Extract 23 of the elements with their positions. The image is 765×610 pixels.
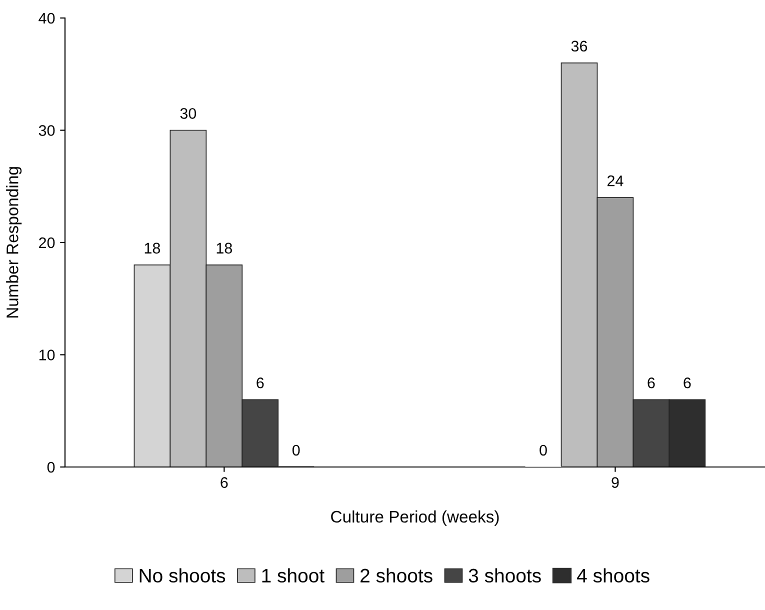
data-label: 18	[216, 242, 232, 254]
data-label: 24	[607, 175, 624, 186]
data-label: 6	[256, 377, 264, 388]
legend-label: 1 shoot	[262, 568, 324, 583]
y-tick-label: 30	[38, 125, 55, 136]
data-label: 0	[540, 444, 547, 456]
data-label: 6	[684, 377, 691, 388]
x-axis-title: Culture Period (weeks)	[331, 510, 499, 526]
y-axis-title: Number Responding	[6, 167, 22, 318]
y-tick-label: 40	[38, 12, 55, 24]
y-tick-label: 0	[47, 462, 55, 473]
legend-label: 4 shoots	[577, 568, 650, 583]
x-tick-label: 9	[612, 477, 619, 488]
y-tick-label: 20	[39, 237, 55, 248]
data-label: 30	[180, 108, 196, 119]
data-label: 6	[648, 377, 655, 388]
data-label: 36	[571, 40, 588, 52]
legend-label: 3 shoots	[468, 568, 541, 583]
legend-label: 2 shoots	[360, 568, 432, 583]
y-tick-label: 10	[39, 350, 55, 360]
legend-label: No shoots	[140, 568, 226, 583]
data-label: 0	[292, 444, 300, 456]
data-label: 18	[144, 242, 160, 254]
